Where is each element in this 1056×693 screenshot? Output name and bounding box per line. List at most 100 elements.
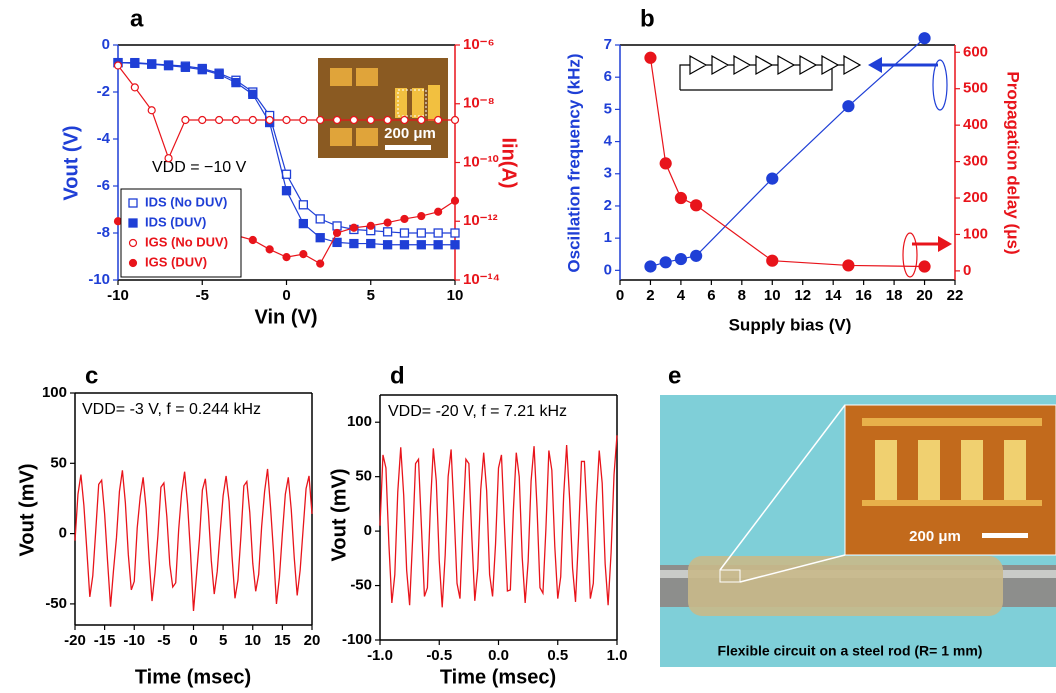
legend-label: IGS (DUV) [145,254,207,269]
y-tick-label: 0 [604,261,612,278]
data-point [115,62,122,69]
data-point [283,254,290,261]
photo: 200 μm Flexible circuit on a steel rod (… [660,395,1056,667]
x-axis-title: Time (msec) [440,666,556,688]
y-tick-label: 0 [59,525,67,542]
data-point [215,70,223,78]
data-point [249,116,256,123]
y-tick-label: 0 [102,36,110,53]
data-point [299,220,307,228]
annotation: VDD= -3 V, f = 0.244 kHz [82,401,261,418]
x-tick-label: 12 [794,287,811,304]
legend-marker [129,199,137,207]
y2-tick-label: 200 [963,189,988,206]
inset-photo: 200 μm [318,58,448,158]
data-point [181,63,189,71]
pad [330,68,352,86]
data-point [434,229,442,237]
data-point [131,84,138,91]
x-tick-label: 0 [189,632,197,649]
data-point [165,155,172,162]
legend-label: IGS (No DUV) [145,234,228,249]
data-point [367,240,375,248]
data-point [691,200,702,211]
panel-letter: e [668,362,681,389]
data-point [232,116,239,123]
pad [356,68,378,86]
x-tick-label: 22 [947,287,964,304]
data-point [434,241,442,249]
trace [862,500,1042,506]
data-point [675,193,686,204]
y2-tick-label: 10⁻⁶ [463,36,495,53]
data-point [300,251,307,258]
y2-tick-label: 10⁻¹⁰ [463,153,499,170]
y-axis-title: Oscillation frequency (kHz) [564,53,583,272]
data-point [401,116,408,123]
series-line [75,469,312,611]
x-axis-title: Supply bias (V) [729,315,852,334]
y-tick-label: -10 [88,271,110,288]
ellipse [903,233,917,277]
x-tick-label: 15 [274,632,291,649]
data-point [367,222,374,229]
arrow-head [868,57,882,73]
y-tick-label: -50 [45,595,67,612]
trace [862,418,1042,426]
data-point [767,173,778,184]
data-point [198,66,206,74]
data-point [317,116,324,123]
data-point [283,116,290,123]
x-tick-label: -0.5 [426,647,452,664]
data-point [165,62,173,70]
data-point [675,254,686,265]
data-point [417,241,425,249]
data-point [417,229,425,237]
data-point [843,101,854,112]
y2-tick-label: 600 [963,43,988,60]
y2-axis-title: Propagation delay (μs) [1004,71,1023,254]
transistor [918,440,940,500]
x-tick-label: 0 [616,287,624,304]
inverter-chain [680,56,860,90]
x-tick-label: 5 [219,632,227,649]
x-tick-label: -5 [196,287,209,304]
data-point [334,229,341,236]
legend-label: IDS (No DUV) [145,194,227,209]
x-tick-label: 8 [738,287,746,304]
data-point [452,116,459,123]
data-point [283,187,291,195]
x-tick-label: 14 [825,287,842,304]
y-tick-label: -2 [97,83,110,100]
y-tick-label: 0 [364,522,372,539]
y2-tick-label: 100 [963,225,988,242]
y2-tick-label: 10⁻¹⁴ [463,271,500,288]
data-point [418,116,425,123]
data-point [367,116,374,123]
panel-letter: d [390,362,405,389]
y-tick-label: 3 [604,165,612,182]
x-tick-label: 4 [677,287,686,304]
data-point [148,60,156,68]
data-point [266,116,273,123]
pad [356,128,378,146]
data-point [384,228,392,236]
transistor [1004,440,1026,500]
data-point [451,229,459,237]
x-tick-label: 10 [244,632,261,649]
scale-bar [385,145,431,150]
data-point [660,158,671,169]
y-tick-label: 50 [50,454,67,471]
panel-letter: b [640,5,655,32]
data-point [316,215,324,223]
x-tick-label: 0.5 [547,647,568,664]
data-point [333,238,341,246]
y-axis-title: Vout (mV) [16,464,38,557]
data-point [384,241,392,249]
data-point [400,229,408,237]
data-point [249,90,257,98]
panel-letter: a [130,5,144,32]
x-tick-label: -10 [107,287,129,304]
x-tick-label: 6 [707,287,715,304]
x-axis-title: Vin (V) [255,306,318,328]
